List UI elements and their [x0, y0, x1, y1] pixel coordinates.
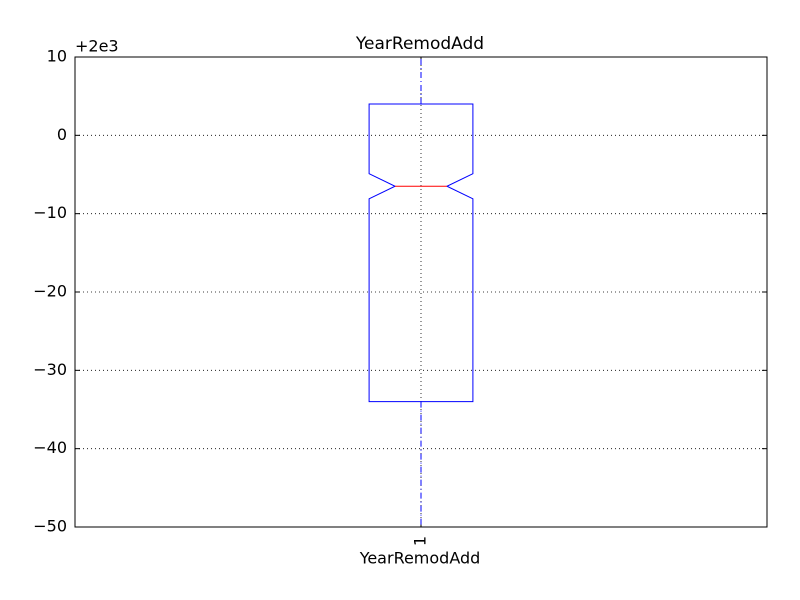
chart-title: YearRemodAdd [355, 34, 484, 54]
box [368, 103, 474, 403]
y-tick-label: −50 [33, 517, 67, 536]
x-tick-label: 1 [411, 536, 430, 546]
x-axis-label: YearRemodAdd [359, 549, 481, 568]
y-offset-label: +2e3 [75, 37, 119, 56]
y-tick-label: −10 [33, 203, 67, 222]
y-tick-label: 0 [57, 125, 67, 144]
plot-frame [74, 56, 768, 528]
y-tick-label: 10 [47, 47, 67, 66]
y-tick-label: −30 [33, 360, 67, 379]
y-tick-label: −20 [33, 282, 67, 301]
y-tick-label: −40 [33, 438, 67, 457]
